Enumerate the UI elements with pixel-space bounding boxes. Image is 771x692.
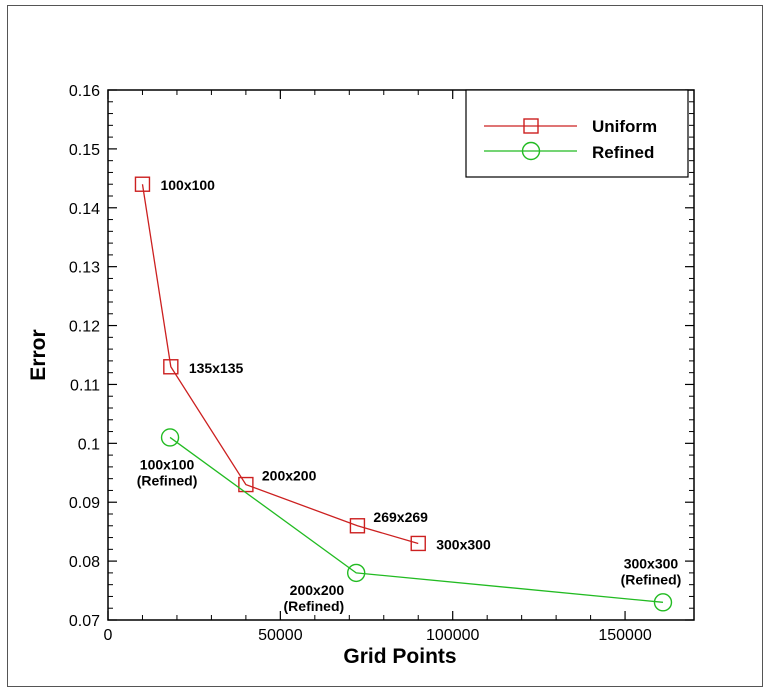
annotation-line: 200x200: [290, 582, 345, 598]
refined-point: [653, 593, 673, 612]
refined-point: [160, 428, 180, 447]
y-axis-label: Error: [27, 329, 50, 380]
annotation-line: 300x300: [624, 555, 679, 571]
annotation-line: (Refined): [137, 472, 198, 488]
y-tick-label: 0.14: [69, 201, 100, 218]
x-axis-label: Grid Points: [343, 645, 456, 668]
legend-refined-marker: [521, 141, 541, 161]
annotation-line: 100x100: [140, 456, 195, 472]
y-tick-label: 0.15: [69, 142, 100, 159]
refined-series-line: [169, 436, 664, 603]
y-tick-label: 0.09: [69, 495, 100, 512]
uniform-point: [134, 176, 151, 192]
annotation-line: (Refined): [284, 598, 345, 614]
legend: Uniform Refined: [465, 89, 689, 178]
x-tick-label: 50000: [258, 627, 303, 644]
legend-uniform-marker: [523, 118, 539, 134]
y-tick-label: 0.1: [78, 436, 100, 453]
y-tick-label: 0.07: [69, 613, 100, 630]
y-tick-label: 0.12: [69, 319, 100, 336]
y-tick-label: 0.08: [69, 554, 100, 571]
point-annotation: 300x300 (Refined): [621, 555, 682, 587]
refined-point: [346, 563, 366, 583]
legend-uniform-label: Uniform: [592, 117, 657, 136]
annotation-line: 100x100: [160, 177, 215, 193]
annotation-line: (Refined): [621, 571, 682, 587]
uniform-point: [163, 359, 179, 375]
point-annotation: 269x269: [373, 509, 428, 525]
uniform-point: [238, 476, 254, 493]
plot-area: [107, 89, 695, 621]
point-annotation: 200x200: [262, 468, 317, 484]
point-annotation: 100x100 (Refined): [137, 456, 198, 488]
x-tick-label: 150000: [598, 627, 651, 644]
y-tick-label: 0.13: [69, 260, 100, 277]
annotation-line: 269x269: [373, 509, 428, 525]
annotation-line: 135x135: [189, 360, 244, 376]
y-tick-label: 0.11: [70, 377, 100, 394]
annotation-line: 300x300: [436, 536, 491, 552]
uniform-point: [349, 518, 366, 534]
point-annotation: 200x200 (Refined): [284, 582, 345, 614]
annotation-line: 200x200: [262, 468, 317, 484]
point-annotation: 300x300: [436, 536, 491, 552]
uniform-series-line: [141, 184, 419, 545]
point-annotation: 135x135: [189, 360, 244, 376]
uniform-point: [410, 535, 426, 552]
point-annotation: 100x100: [160, 177, 215, 193]
legend-box: [465, 89, 689, 178]
x-tick-label: 100000: [426, 627, 479, 644]
legend-refined-label: Refined: [592, 143, 654, 162]
figure-frame: [7, 5, 763, 687]
y-tick-label: 0.16: [69, 83, 100, 100]
x-tick-label: 0: [104, 627, 113, 644]
